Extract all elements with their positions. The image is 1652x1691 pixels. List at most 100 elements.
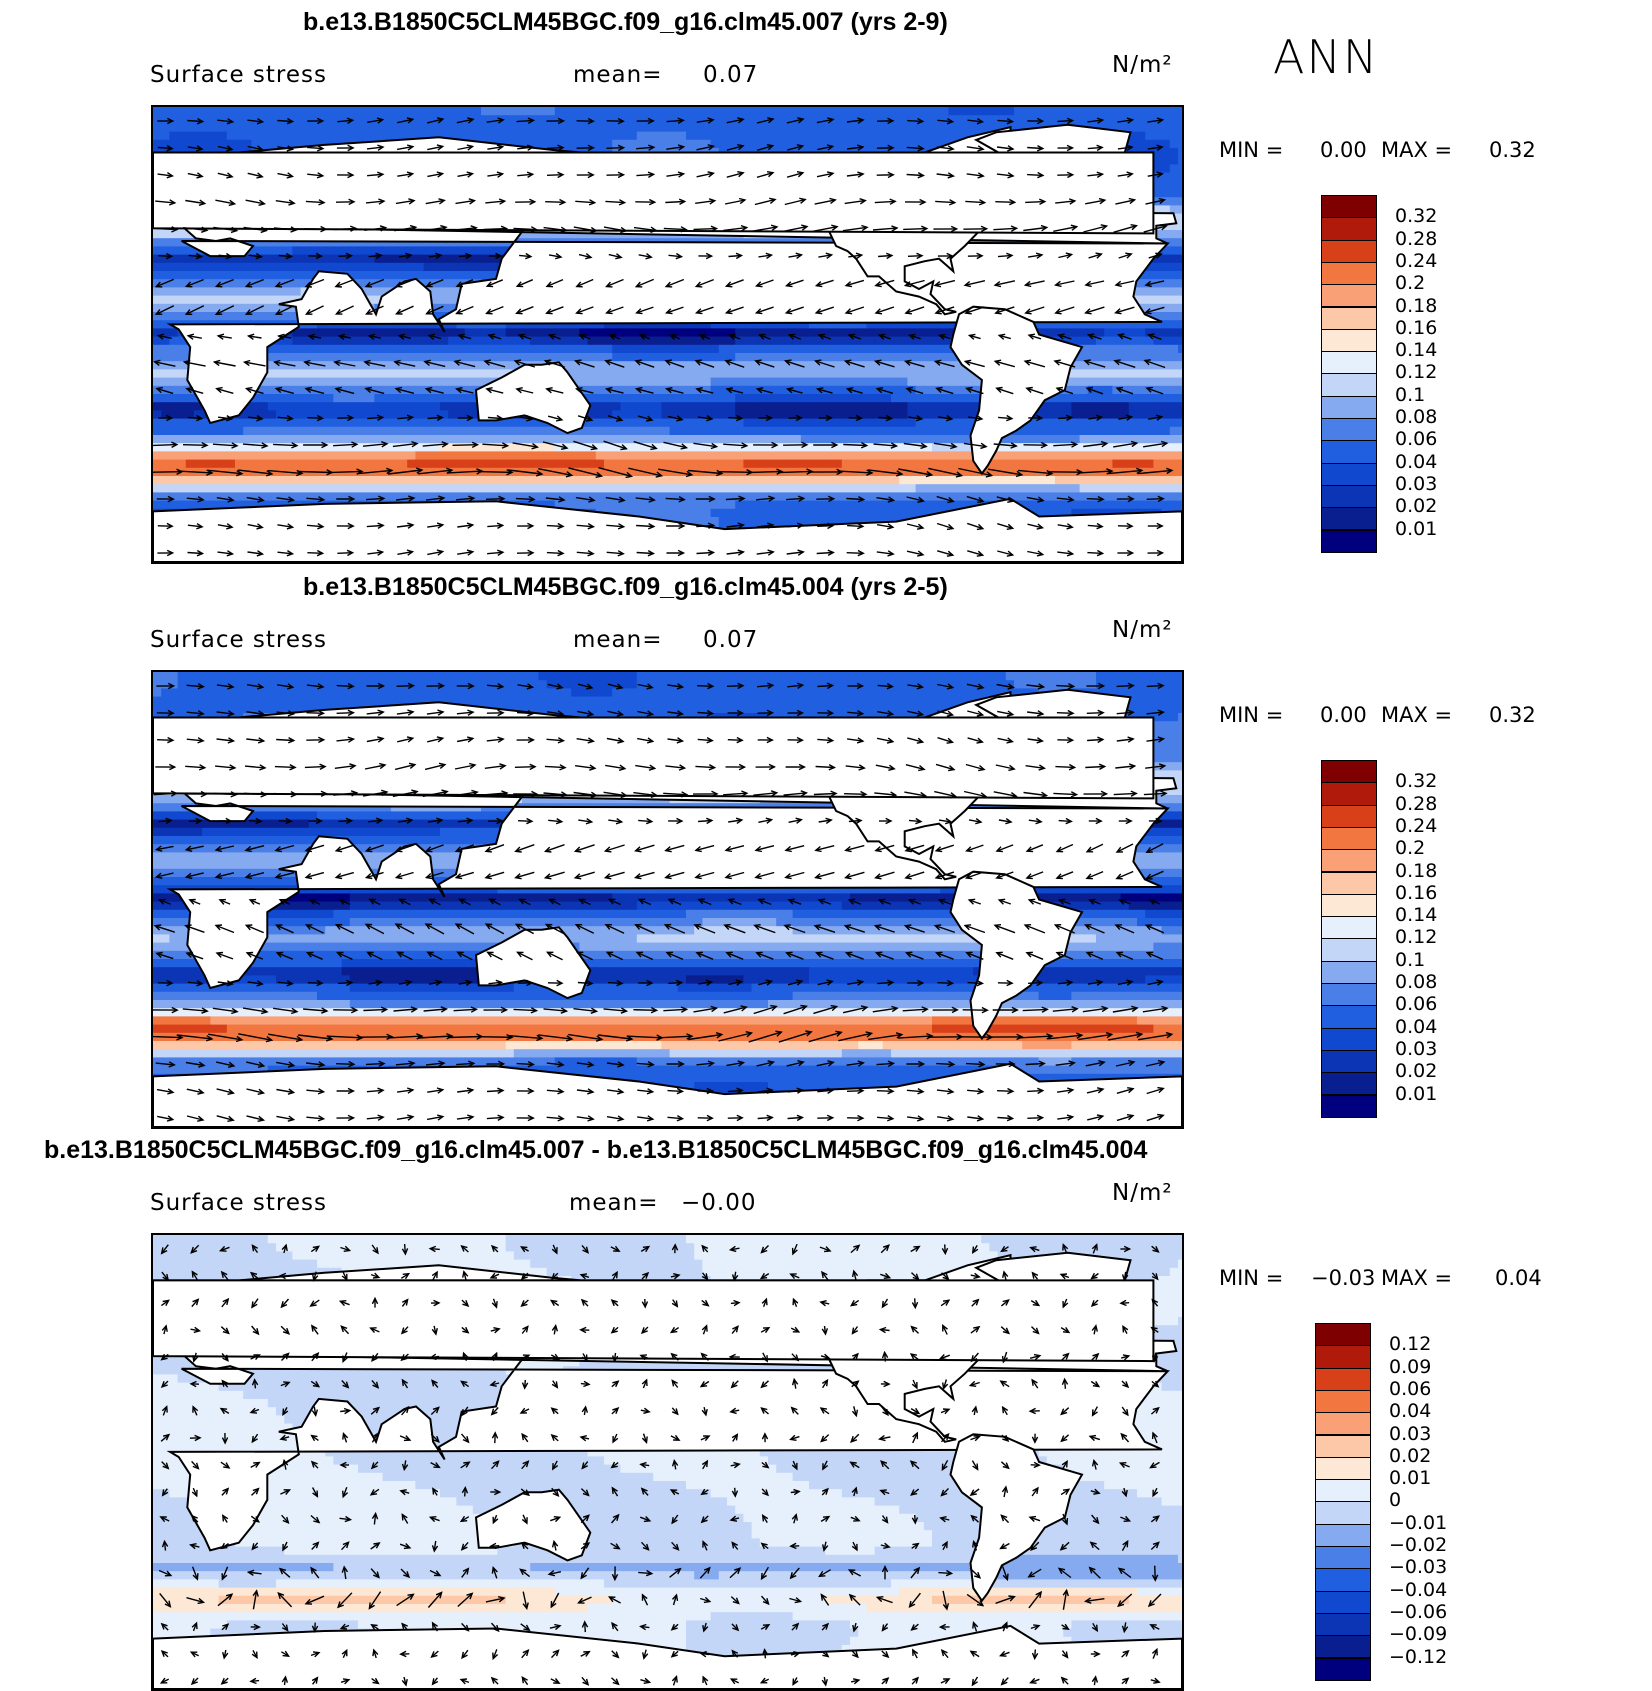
- panel-title: b.e13.B1850C5CLM45BGC.f09_g16.clm45.007 …: [303, 8, 948, 37]
- field-cell: [505, 336, 515, 346]
- field-cell: [1137, 336, 1146, 346]
- field-cell: [989, 115, 999, 124]
- field-cell: [177, 295, 187, 305]
- field-cell: [989, 123, 999, 133]
- field-cell: [308, 271, 318, 280]
- field-cell: [325, 377, 334, 387]
- field-cell: [161, 139, 170, 149]
- field-cell: [1038, 320, 1048, 329]
- field-cell: [653, 418, 662, 428]
- field-cell: [718, 336, 728, 346]
- field-cell: [1038, 402, 1048, 411]
- field-cell: [456, 115, 466, 124]
- field-cell: [448, 271, 457, 280]
- field-cell: [341, 107, 351, 116]
- field-cell: [276, 262, 285, 272]
- field-cell: [300, 402, 310, 411]
- field-cell: [620, 107, 630, 116]
- field-cell: [399, 410, 408, 420]
- field-cell: [1178, 385, 1182, 395]
- field-cell: [833, 402, 843, 411]
- field-cell: [1169, 156, 1179, 165]
- field-cell: [743, 410, 753, 420]
- field-cell: [177, 238, 187, 247]
- field-cell: [932, 320, 941, 329]
- field-cell: [579, 426, 589, 436]
- field-cell: [628, 115, 638, 124]
- field-cell: [686, 139, 695, 149]
- field-cell: [973, 123, 982, 133]
- field-cell: [259, 123, 269, 133]
- field-cell: [161, 369, 170, 379]
- field-cell: [940, 394, 949, 403]
- field-cell: [964, 107, 974, 116]
- field-cell: [636, 418, 646, 428]
- field-cell: [267, 385, 277, 395]
- field-cell: [948, 410, 958, 420]
- field-cell: [1169, 385, 1179, 395]
- field-cell: [1153, 189, 1163, 198]
- field-cell: [177, 410, 187, 420]
- field-cell: [1063, 385, 1072, 395]
- field-cell: [489, 246, 498, 256]
- field-cell: [768, 328, 777, 338]
- field-cell: [317, 418, 326, 428]
- field-cell: [169, 271, 179, 280]
- field-cell: [153, 369, 162, 379]
- field-cell: [169, 287, 179, 297]
- field-cell: [1178, 369, 1182, 379]
- field-cell: [194, 426, 203, 436]
- field-cell: [1178, 361, 1182, 370]
- field-cell: [841, 402, 851, 411]
- field-cell: [571, 361, 580, 370]
- field-cell: [882, 139, 892, 149]
- field-cell: [809, 377, 818, 387]
- field-cell: [333, 426, 343, 436]
- field-cell: [202, 418, 211, 428]
- field-cell: [1104, 402, 1113, 411]
- field-cell: [809, 123, 818, 133]
- units-label: N/m²: [1112, 52, 1173, 78]
- field-cell: [718, 139, 728, 149]
- field-cell: [571, 139, 580, 149]
- field-cell: [308, 344, 318, 354]
- field-cell: [718, 394, 728, 403]
- panel-model-007: b.e13.B1850C5CLM45BGC.f09_g16.clm45.007 …: [0, 0, 1652, 564]
- field-cell: [973, 394, 982, 403]
- field-cell: [382, 336, 392, 346]
- field-cell: [308, 131, 318, 141]
- field-cell: [1153, 107, 1163, 116]
- field-cell: [653, 377, 662, 387]
- field-cell: [407, 262, 416, 272]
- field-cell: [899, 369, 908, 379]
- field-cell: [907, 410, 917, 420]
- field-cell: [161, 336, 170, 346]
- field-cell: [850, 328, 859, 338]
- field-cell: [940, 418, 949, 428]
- field-cell: [932, 328, 941, 338]
- field-cell: [628, 369, 638, 379]
- field-cell: [784, 361, 794, 370]
- field-cell: [267, 271, 277, 280]
- field-cell: [448, 262, 457, 272]
- field-cell: [891, 353, 900, 362]
- field-cell: [456, 328, 466, 338]
- field-cell: [358, 410, 367, 420]
- field-cell: [751, 131, 761, 141]
- field-cell: [841, 353, 851, 362]
- field-cell: [1161, 410, 1171, 420]
- field-cell: [1112, 377, 1122, 387]
- field-cell: [866, 123, 876, 133]
- field-cell: [645, 131, 654, 141]
- field-cell: [817, 320, 826, 329]
- field-cell: [735, 131, 744, 141]
- field-cell: [185, 312, 195, 321]
- field-cell: [579, 131, 589, 141]
- field-cell: [472, 107, 482, 116]
- field-cell: [472, 262, 482, 272]
- field-cell: [407, 426, 416, 436]
- field-cell: [686, 410, 695, 420]
- field-cell: [431, 115, 441, 124]
- field-cell: [604, 361, 613, 370]
- field-cell: [809, 336, 818, 346]
